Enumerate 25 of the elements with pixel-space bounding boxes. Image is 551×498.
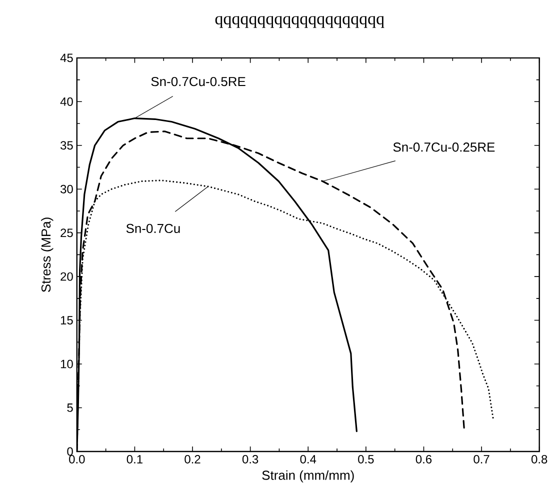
y-tick-label: 5: [67, 403, 73, 412]
x-tick-label: 0.7: [474, 454, 490, 464]
y-axis-title: Stress (MPa): [41, 217, 54, 292]
y-tick-label: 45: [60, 54, 73, 62]
x-tick-label: 0.5: [358, 454, 374, 464]
y-tick-label: 15: [60, 316, 73, 324]
x-tick-label: 0.3: [242, 454, 258, 464]
x-tick-label: 0.8: [531, 454, 548, 464]
annotation: Sn-0.7Cu-0.5RE: [151, 76, 246, 86]
x-tick-label: 0.4: [300, 454, 316, 464]
y-tick-label: 35: [60, 140, 73, 150]
x-tick-label: 0.1: [126, 454, 142, 464]
x-tick-label: 0.0: [69, 454, 85, 464]
x-axis-title: Strain (mm/mm): [262, 470, 354, 482]
y-tick-label: 30: [60, 184, 73, 194]
x-tick-label: 0.2: [184, 454, 200, 464]
y-tick-label: 10: [60, 360, 73, 368]
y-tick-label: 20: [60, 272, 73, 281]
y-tick-label: 25: [60, 228, 73, 237]
annotation: Sn-0.7Cu: [126, 224, 180, 233]
x-tick-label: 0.6: [416, 454, 432, 464]
y-tick-label: 40: [60, 97, 73, 106]
chart-title: qqqqqqqqqqqqqqqqqqqq: [215, 16, 384, 28]
y-tick-label: 0: [67, 447, 73, 456]
annotation: Sn-0.7Cu-0.25RE: [393, 142, 495, 152]
